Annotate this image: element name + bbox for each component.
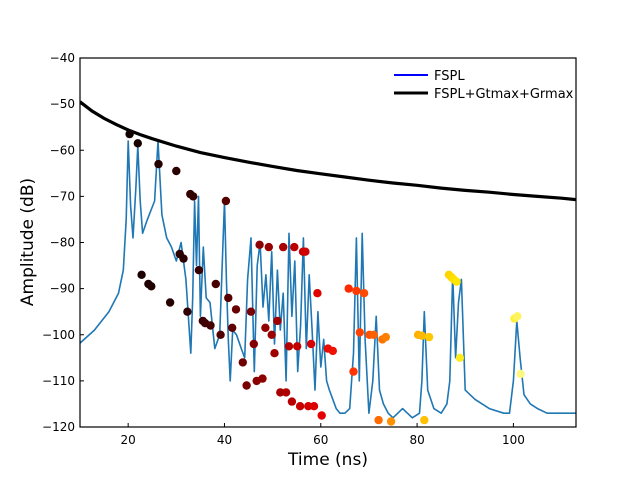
tap-point [279,242,288,252]
tap-point [355,328,364,337]
legend-fspl-gain-label: FSPL+Gtmax+Grmax [434,87,574,102]
tap-point [147,282,156,291]
tap-point [420,415,429,425]
tap-point [344,284,353,293]
tap-point [516,369,525,379]
x-tick-label: 40 [217,433,232,447]
tap-point [211,279,220,289]
y-tick-label: −110 [42,374,75,388]
y-tick-label: −90 [50,282,75,296]
y-tick-label: −70 [50,189,75,203]
tap-point [328,346,337,356]
tap-point [276,388,285,397]
tap-point [287,397,297,406]
y-tick-label: −120 [42,420,75,434]
tap-point [513,312,522,321]
tap-point [194,266,204,275]
tap-point [306,339,316,349]
tap-point [238,358,247,367]
tap-point [386,417,396,426]
tap-point [258,374,267,383]
tap-point [264,242,273,252]
tap-point [172,166,181,176]
series-layer [80,100,576,426]
tap-point [206,321,215,330]
tap-point [284,342,294,351]
tap-point [374,415,383,425]
response-line [80,140,576,419]
legend: FSPL FSPL+Gtmax+Grmax [394,69,574,102]
tap-point [189,192,198,201]
y-tick-label: −60 [50,143,75,157]
y-axis: −120 −110 −100 −90 −80 −70 −60 −50 −40 [42,51,84,434]
tap-point [369,330,378,339]
tap-point [273,316,282,326]
tap-point [221,196,231,206]
tap-point [317,411,326,420]
tap-point [267,330,276,339]
x-tick-label: 20 [121,433,136,447]
tap-point [281,388,291,397]
tap-point [154,159,163,169]
plot-area [80,58,576,427]
tap-point [349,367,358,376]
tap-point [228,323,237,332]
tap-point [179,254,188,263]
tap-point [165,298,175,307]
tap-point [137,270,146,279]
tap-point [242,381,251,390]
x-axis-label: Time (ns) [287,450,368,470]
tap-point [231,305,241,314]
legend-fspl-label: FSPL [434,69,465,84]
tap-point [417,331,427,340]
tap-point [133,139,142,148]
tap-point [313,289,322,298]
tap-point [246,307,256,316]
tap-point [290,242,299,252]
tap-point [224,293,233,303]
x-tick-label: 60 [313,433,328,447]
fspl-gain-line [80,100,576,202]
tap-point [452,277,461,286]
x-tick-label: 100 [502,433,525,447]
tap-point [183,307,192,316]
tap-point [216,330,225,339]
y-tick-label: −50 [50,97,75,111]
tap-point [381,332,390,342]
tap-point [424,332,434,342]
tap-point [295,402,305,411]
y-tick-label: −100 [42,328,75,342]
tap-point [359,289,369,298]
y-tick-label: −40 [50,51,75,65]
tap-point [261,323,270,332]
tap-point [309,402,319,411]
tap-point [270,349,279,358]
tap-point [455,353,465,362]
tap-point [293,342,302,351]
tap-point [301,247,310,256]
y-tick-label: −80 [50,236,75,250]
x-tick-label: 80 [409,433,424,447]
x-axis: 20 40 60 80 100 [121,423,525,447]
tap-point [352,286,361,296]
tap-point [255,240,264,249]
tap-point [249,339,258,349]
tap-point [125,129,134,139]
y-axis-label: Amplitude (dB) [18,178,38,306]
